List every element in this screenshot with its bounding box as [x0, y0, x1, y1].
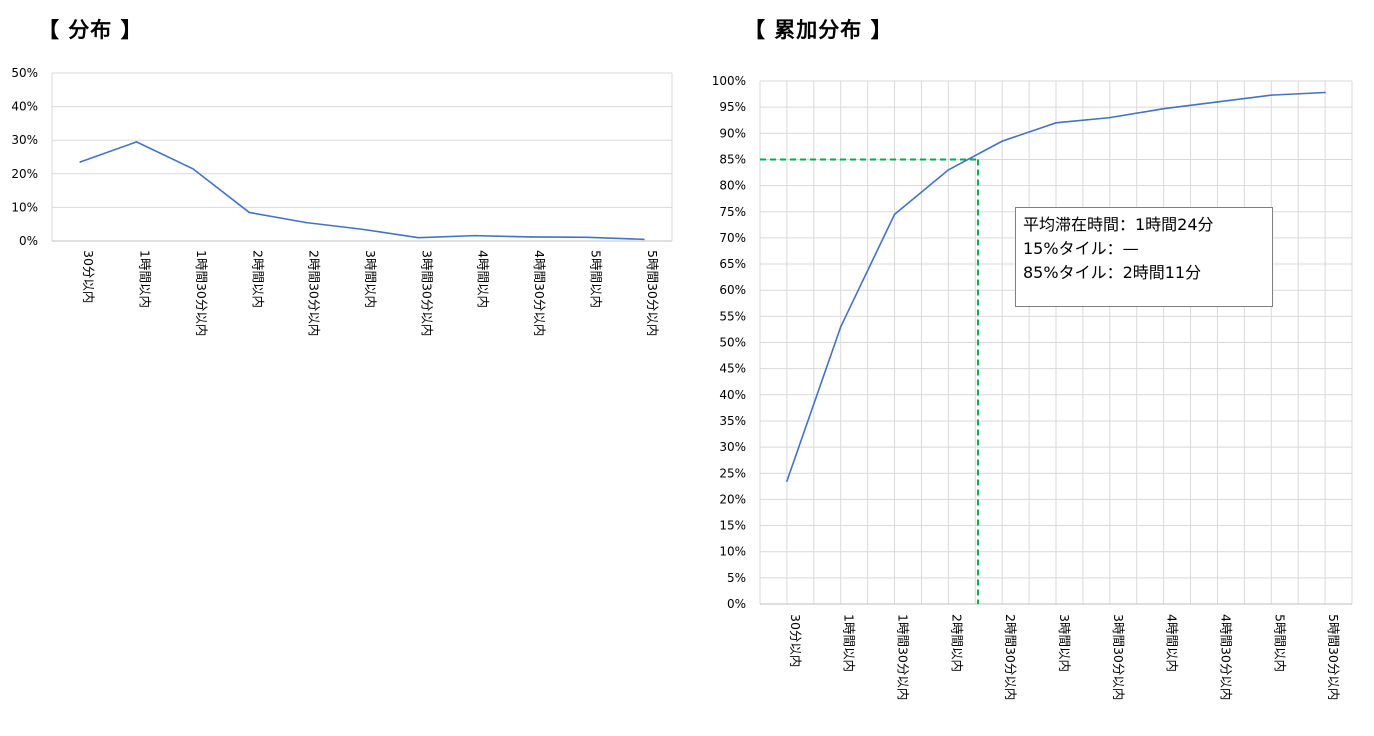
data-point — [79, 161, 81, 163]
x-tick-label: 3時間以内 — [363, 250, 378, 308]
data-point — [1270, 94, 1273, 96]
85-percentile-text: 85%タイル：2時間11分 — [1023, 263, 1202, 282]
x-tick-label: 1時間以内 — [842, 614, 857, 672]
y-tick-label: 50% — [11, 66, 38, 80]
x-tick-label: 5時間以内 — [1272, 614, 1287, 672]
y-tick-label: 5% — [727, 571, 746, 585]
data-point — [304, 221, 307, 224]
x-tick-label: 1時間30分以内 — [194, 250, 209, 336]
data-point — [361, 228, 363, 231]
distribution-line-chart: 0% 10% 20% 30% 40% 50% 30分以内 1時間以内 1時間30分以内 2時間以内… — [11, 66, 673, 336]
y-tick-label: 30% — [11, 133, 38, 147]
x-tick-label: 5時間30分以内 — [645, 250, 660, 336]
data-point — [1001, 140, 1003, 142]
cumulative-chart-title: 【 累加分布 】 — [744, 18, 893, 42]
y-tick-label: 45% — [719, 362, 746, 376]
y-tick-label: 40% — [11, 100, 38, 114]
data-point — [1162, 107, 1165, 110]
data-point — [643, 238, 645, 241]
x-tick-label: 5時間30分以内 — [1326, 614, 1341, 700]
y-tick-label: 30% — [719, 440, 746, 454]
data-point — [1216, 101, 1219, 103]
x-tick-label: 1時間以内 — [138, 250, 153, 308]
data-point — [839, 326, 842, 328]
y-tick-label: 0% — [19, 234, 38, 248]
x-tick-label: 30分以内 — [81, 250, 96, 303]
data-point — [473, 234, 476, 237]
distribution-chart-title: 【 分布 】 — [38, 18, 143, 42]
x-tick-label: 2時間30分以内 — [307, 250, 322, 336]
data-point — [786, 480, 788, 482]
x-tick-label: 4時間30分以内 — [1218, 614, 1233, 700]
x-tick-label: 4時間以内 — [1165, 614, 1180, 672]
data-point — [417, 236, 420, 239]
y-tick-label: 75% — [719, 205, 746, 219]
data-point — [248, 211, 251, 214]
y-tick-label: 55% — [719, 309, 746, 323]
data-point — [893, 213, 896, 216]
x-tick-label: 4時間以内 — [476, 250, 491, 308]
x-tick-label: 3時間以内 — [1057, 614, 1072, 672]
data-point — [530, 236, 532, 238]
y-tick-label: 10% — [719, 545, 746, 559]
y-tick-label: 15% — [719, 519, 746, 533]
y-tick-label: 10% — [11, 200, 38, 214]
data-series-line — [79, 141, 644, 241]
y-tick-label: 85% — [719, 152, 746, 166]
average-stay-time-text: 平均滞在時間：1時間24分 — [1023, 215, 1214, 234]
y-tick-label: 65% — [719, 257, 746, 271]
data-point — [947, 169, 950, 171]
x-tick-label: 2時間以内 — [949, 614, 964, 672]
cumulative-line-chart: 0% 5% 10% 15% 20% 25% 30% 35% 40% 45% 50% 55% 60% 65%… — [712, 74, 1353, 700]
x-tick-label: 30分以内 — [788, 614, 803, 667]
y-tick-label: 60% — [719, 283, 746, 297]
y-tick-label: 95% — [719, 100, 746, 114]
summary-annotation-box: 平均滞在時間：1時間24分 15%タイル：— 85%タイル：2時間11分 — [1015, 207, 1273, 307]
y-tick-label: 70% — [719, 231, 746, 245]
data-point — [1055, 122, 1057, 124]
y-tick-label: 80% — [719, 179, 746, 193]
y-tick-label: 90% — [719, 126, 746, 140]
x-tick-label: 3時間30分以内 — [419, 250, 434, 336]
y-tick-label: 40% — [719, 388, 746, 402]
y-tick-label: 20% — [11, 167, 38, 181]
data-point — [192, 167, 194, 170]
y-tick-label: 25% — [719, 466, 746, 480]
y-tick-label: 100% — [712, 74, 746, 88]
15-percentile-text: 15%タイル：— — [1023, 239, 1139, 258]
x-tick-label: 1時間30分以内 — [896, 614, 911, 700]
y-tick-label: 20% — [719, 492, 746, 506]
y-tick-label: 35% — [719, 414, 746, 428]
y-tick-label: 50% — [719, 336, 746, 350]
data-point — [135, 141, 138, 143]
x-tick-label: 5時間以内 — [588, 250, 603, 308]
y-tick-label: 0% — [727, 597, 746, 611]
x-tick-label: 2時間以内 — [250, 250, 265, 308]
data-point — [1109, 116, 1111, 119]
data-point — [586, 236, 589, 239]
x-tick-label: 2時間30分以内 — [1003, 614, 1018, 700]
x-tick-label: 4時間30分以内 — [532, 250, 547, 336]
data-point — [1324, 91, 1326, 94]
x-tick-label: 3時間30分以内 — [1111, 614, 1126, 700]
